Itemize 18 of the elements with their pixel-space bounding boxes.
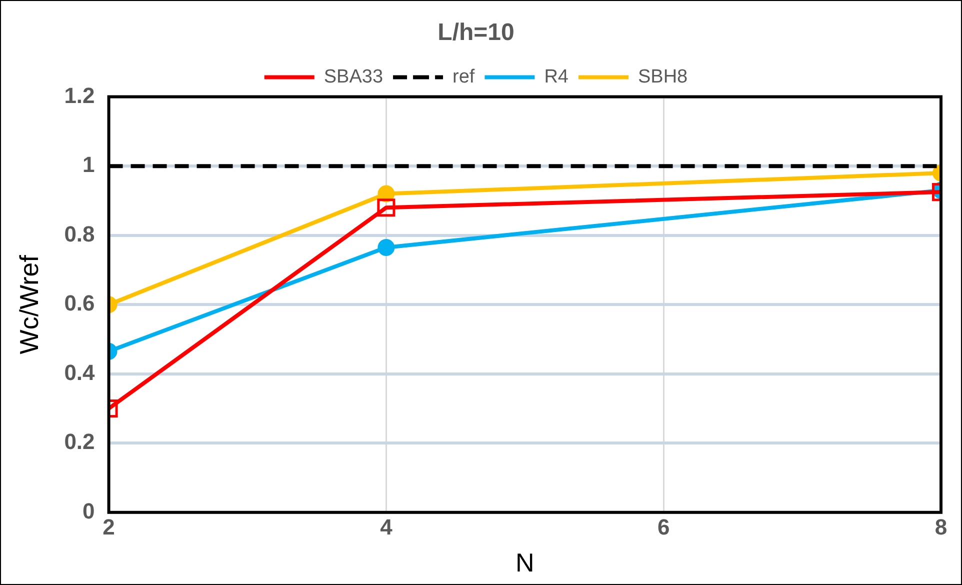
legend-label: ref	[452, 66, 476, 88]
legend-label: R4	[544, 66, 569, 88]
y-tick-label: 1.2	[64, 82, 95, 108]
x-tick-label: 6	[657, 514, 670, 540]
legend-label: SBH8	[638, 66, 688, 88]
y-tick-label: 0.4	[64, 360, 96, 385]
chart-title: L/h=10	[438, 19, 514, 46]
y-tick-label: 0	[82, 498, 95, 524]
x-axis-title: N	[516, 548, 534, 578]
y-axis-title: Wc/Wref	[14, 254, 44, 354]
y-tick-label: 0.2	[64, 429, 95, 454]
y-tick-label: 1	[82, 152, 95, 178]
x-tick-label: 8	[934, 514, 948, 540]
x-tick-label: 2	[102, 514, 115, 540]
legend-label: SBA33	[324, 66, 384, 88]
x-tick-label: 4	[380, 514, 394, 540]
y-tick-label: 0.8	[64, 221, 95, 246]
y-tick-label: 0.6	[64, 290, 95, 316]
